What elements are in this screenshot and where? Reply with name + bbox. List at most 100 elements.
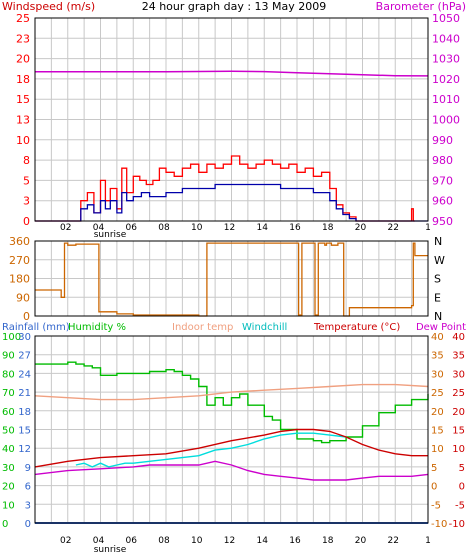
humidity-tick-label: 100: [2, 332, 21, 343]
direction-tick-label: 0: [23, 310, 30, 323]
direction-tick-label: 360: [9, 235, 30, 248]
windspeed-axis-label: Windspeed (m/s): [2, 0, 95, 13]
windspeed-tick-label: 25: [16, 12, 30, 25]
rainfall-tick-label: 30: [18, 332, 31, 343]
temperature-tick-label-left: 5: [431, 463, 437, 474]
hour-tick-label: 18: [322, 536, 334, 546]
sunrise-label: sunrise: [94, 230, 127, 240]
temperature-tick-label-left: 35: [431, 351, 444, 362]
series-gust: [35, 155, 415, 222]
humidity-tick-label: 80: [2, 369, 15, 380]
windspeed-tick-label: 3: [23, 195, 30, 208]
hour-tick-label: 22: [388, 536, 399, 546]
humidity-tick-label: 10: [2, 500, 15, 511]
barometer-axis-label: Barometer (hPa): [376, 0, 466, 13]
windspeed-tick-label: 20: [16, 53, 30, 66]
series-indoor: [34, 383, 429, 401]
humidity-tick-label: 70: [2, 388, 15, 399]
barometer-tick-label: 1000: [432, 114, 460, 127]
humidity-tick-label: 60: [2, 407, 15, 418]
wind-panel-frame: [34, 17, 429, 222]
wind-panel-grid: [35, 18, 428, 221]
barometer-tick-label: 1020: [432, 73, 460, 86]
temperature-panel: Rainfall (mm) Humidity % Indoor temp Win…: [2, 322, 466, 555]
sunrise-label-bottom: sunrise: [94, 545, 127, 555]
barometer-tick-label: 1040: [432, 32, 460, 45]
barometer-tick-label: 1010: [432, 93, 460, 106]
rainfall-tick-label: 3: [25, 500, 31, 511]
compass-tick-label: N: [434, 235, 442, 248]
humidity-tick-label: 90: [2, 351, 15, 362]
windspeed-tick-label: 0: [23, 215, 30, 228]
temperature-tick-label-left: -10: [431, 519, 447, 530]
temperature-tick-label-right: -5: [455, 500, 465, 511]
barometer-tick-label: 1050: [432, 12, 460, 25]
barometer-tick-label: 970: [432, 174, 453, 187]
windspeed-tick-label: 23: [16, 32, 30, 45]
hour-tick-label: 16: [289, 223, 301, 233]
humidity-tick-label: 40: [2, 444, 15, 455]
barometer-tick-label: 1030: [432, 53, 460, 66]
legend-windchill: Windchill: [242, 322, 287, 333]
wind-panel-series: [35, 70, 429, 222]
barometer-tick-label: 990: [432, 134, 453, 147]
rainfall-tick-label: 27: [18, 351, 31, 362]
temperature-panel-ticks: 0 0 -10 -1010 3 -5 -520 6 0 030 9 5 540 12 10 1050 15 15 1…: [2, 332, 465, 530]
legend-temperature: Temperature (°C): [313, 322, 400, 333]
humidity-tick-label: 0: [2, 519, 8, 530]
rainfall-tick-label: 0: [25, 519, 31, 530]
temperature-tick-label-right: 0: [459, 482, 465, 493]
humidity-tick-label: 20: [2, 482, 15, 493]
hour-tick-label: 10: [191, 223, 203, 233]
legend-indoor-temp: Indoor temp: [172, 322, 233, 333]
barometer-tick-label: 960: [432, 195, 453, 208]
hour-tick-label: 04: [93, 223, 105, 233]
direction-panel-frame: [34, 240, 429, 317]
windspeed-tick-label: 10: [16, 134, 30, 147]
direction-panel-grid: [35, 241, 428, 316]
series-avg: [35, 183, 428, 222]
direction-tick-label: 90: [16, 291, 30, 304]
hour-tick-label: 12: [224, 223, 235, 233]
barometer-tick-label: 980: [432, 154, 453, 167]
hour-tick-label: 14: [257, 536, 269, 546]
temperature-tick-label-left: -5: [431, 500, 441, 511]
rainfall-tick-label: 21: [18, 388, 31, 399]
rainfall-tick-label: 12: [18, 444, 31, 455]
hour-tick-label: 10: [191, 536, 203, 546]
humidity-tick-label: 50: [2, 426, 15, 437]
temperature-tick-label-right: 30: [452, 369, 465, 380]
temperature-tick-label-right: 10: [452, 444, 465, 455]
hour-tick-label: 18: [322, 223, 334, 233]
temperature-tick-label-right: 40: [452, 332, 465, 343]
hour-tick-label: 08: [158, 536, 170, 546]
temperature-panel-hour-ticks: 02 04 06 08 10 12 14 16 18 20 22 1: [60, 536, 431, 546]
rainfall-tick-label: 15: [18, 426, 31, 437]
temperature-tick-label-left: 10: [431, 444, 444, 455]
temperature-panel-grid: [35, 336, 428, 523]
hour-tick-label: 14: [257, 223, 269, 233]
wind-panel-hour-ticks: 02 04 06 08 10 12 14 16 18 20 22 1: [60, 223, 431, 233]
windspeed-tick-label: 13: [16, 114, 30, 127]
series-baro: [35, 70, 429, 77]
windspeed-tick-label: 18: [16, 73, 30, 86]
compass-tick-label: S: [434, 273, 441, 286]
hour-tick-label: 12: [224, 536, 235, 546]
hour-tick-label: 02: [60, 223, 71, 233]
compass-tick-label: E: [434, 291, 441, 304]
rainfall-tick-label: 9: [25, 463, 31, 474]
rainfall-tick-label: 6: [25, 482, 31, 493]
temperature-tick-label-right: 25: [452, 388, 465, 399]
hour-tick-label: 1: [425, 223, 431, 233]
legend-dew-point: Dew Point: [416, 322, 466, 333]
temperature-tick-label-left: 20: [431, 407, 444, 418]
series-windchill: [75, 432, 347, 468]
series-temperature: [34, 428, 428, 468]
windspeed-tick-label: 5: [23, 174, 30, 187]
hour-tick-label: 16: [289, 536, 301, 546]
temperature-tick-label-left: 30: [431, 369, 444, 380]
hour-tick-label: 22: [388, 223, 399, 233]
temperature-tick-label-left: 0: [431, 482, 437, 493]
legend-humidity: Humidity %: [68, 322, 126, 333]
